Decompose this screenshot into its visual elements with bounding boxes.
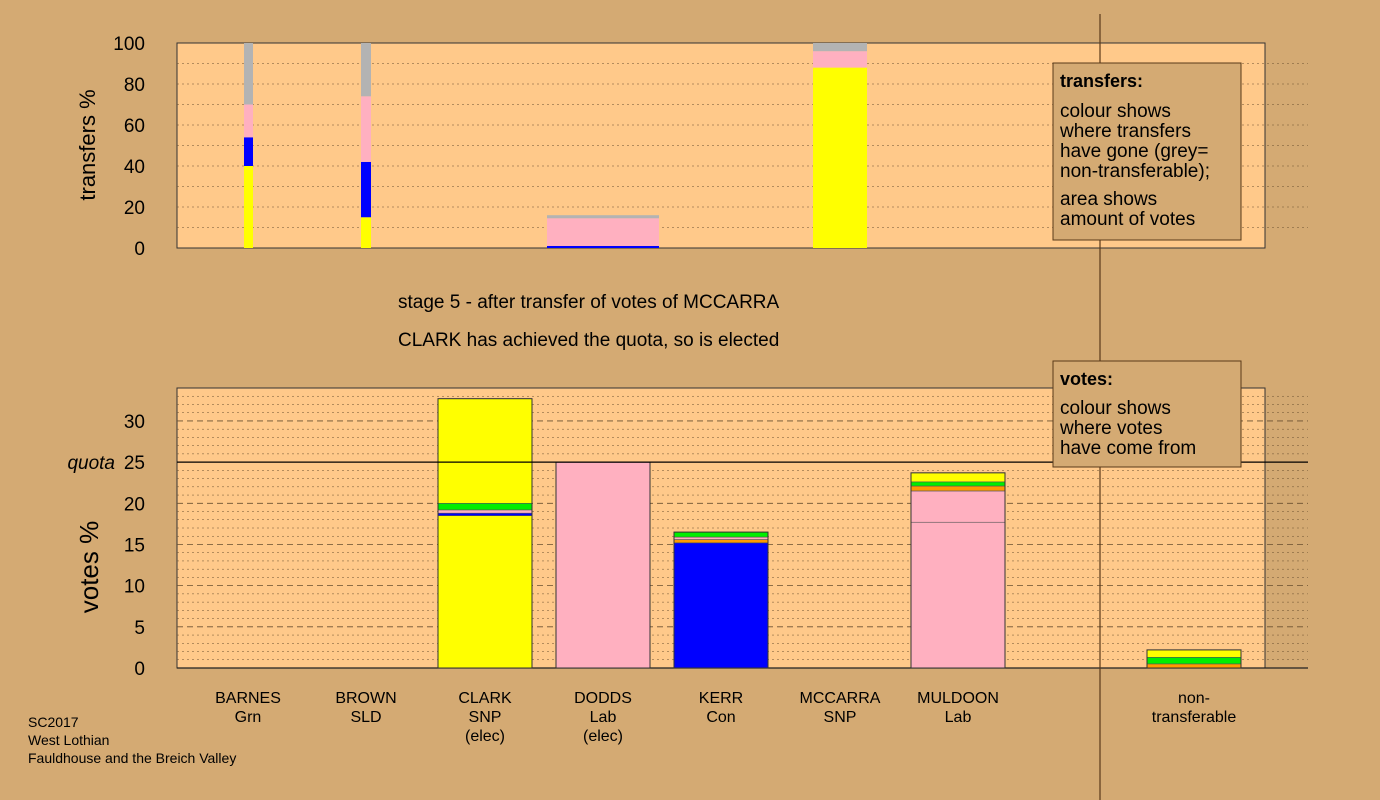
candidate-label-kerr: KERR — [699, 690, 743, 707]
transfers-legend-line: where transfers — [1059, 121, 1191, 142]
vote-bar-clark — [437, 398, 533, 669]
transfers-bars — [244, 43, 867, 248]
votes-bars — [177, 398, 1308, 669]
votes-y-tick-label: 5 — [134, 618, 145, 639]
votes-y-tick-label: 15 — [124, 535, 145, 556]
transfers-y-tick-label: 40 — [124, 157, 145, 178]
transfer-segment-mccarra-lab — [813, 51, 867, 68]
candidate-label-barnes: Grn — [235, 709, 262, 726]
transfers-y-tick-label: 80 — [124, 75, 145, 96]
transfer-segment-barnes-snp — [244, 166, 253, 248]
vote-segment-clark-snp — [437, 515, 533, 669]
votes-y-tick-label: 25 — [124, 453, 145, 474]
votes-y-tick-label: 10 — [124, 577, 145, 598]
votes-legend-line: have come from — [1060, 438, 1196, 459]
transfer-segment-dodds-lab — [547, 218, 659, 246]
candidate-label-brown: BROWN — [335, 690, 396, 707]
footer-council: West Lothian — [28, 732, 109, 748]
nontransferable-label: non- — [1178, 690, 1210, 707]
votes-legend: votes: colour shows where votes have com… — [1052, 360, 1242, 468]
candidate-labels: BARNES Grn BROWN SLD CLARK SNP (elec) DODDS Lab (… — [215, 690, 1236, 745]
transfers-legend-line: non-transferable); — [1060, 161, 1210, 182]
transfers-y-axis-label: transfers % — [75, 89, 100, 200]
transfers-gridlines — [177, 63, 1308, 228]
vote-bar-non-transferable — [1146, 649, 1242, 669]
vote-segment-dodds-lab — [555, 461, 651, 669]
transfer-segment-barnes-lab — [244, 104, 253, 138]
vote-segment-muldoon-lab — [910, 521, 1006, 669]
candidate-label-muldoon: Lab — [945, 709, 972, 726]
transfers-y-tick-label: 100 — [113, 34, 145, 55]
candidate-label-dodds: DODDS — [574, 690, 632, 707]
transfers-y-tick-label: 60 — [124, 116, 145, 137]
candidate-label-mccarra: MCCARRA — [800, 690, 881, 707]
candidate-label-muldoon: MULDOON — [917, 690, 999, 707]
votes-y-tick-label: 30 — [124, 412, 145, 433]
candidate-label-clark: (elec) — [465, 728, 505, 745]
votes-y-tick-label: 0 — [134, 659, 145, 680]
stage-line-2: CLARK has achieved the quota, so is elec… — [398, 330, 779, 351]
candidate-label-mccarra: SNP — [824, 709, 857, 726]
nontransferable-label: transferable — [1152, 709, 1237, 726]
votes-legend-box — [1052, 360, 1242, 468]
transfers-legend-line: colour shows — [1060, 101, 1171, 122]
votes-y-tick-label: 20 — [124, 494, 145, 515]
votes-y-axis-label: votes % — [74, 521, 104, 614]
transfer-segment-brown-lab — [361, 96, 371, 162]
transfer-segment-dodds-con — [547, 245, 659, 248]
footer-ward: Fauldhouse and the Breich Valley — [28, 750, 236, 766]
vote-segment-non-transferable-snp — [1146, 649, 1242, 658]
vote-segment-muldoon-lab — [910, 490, 1006, 523]
transfers-legend-title: transfers: — [1060, 71, 1143, 91]
votes-y-ticks: 0 5 10 15 20 25 30 quota — [67, 412, 145, 680]
vote-segment-clark-con — [437, 512, 533, 516]
candidate-label-dodds: (elec) — [583, 728, 623, 745]
transfers-legend-box — [1052, 62, 1242, 241]
transfers-y-tick-label: 0 — [134, 239, 145, 260]
vote-segment-kerr-con — [673, 542, 769, 669]
vote-bar-muldoon — [910, 472, 1006, 669]
vote-segment-muldoon-snp — [910, 472, 1006, 483]
transfer-segment-brown-con — [361, 161, 371, 218]
transfer-segment-barnes-con — [244, 137, 253, 166]
transfer-segment-dodds-nontransferable — [547, 215, 659, 219]
vote-segment-clark-grn — [437, 502, 533, 511]
candidate-label-kerr: Con — [706, 709, 735, 726]
footer-election: SC2017 — [28, 714, 79, 730]
stage-line-1: stage 5 - after transfer of votes of MCC… — [398, 292, 780, 313]
vote-segment-kerr-sld — [673, 539, 769, 544]
candidate-label-brown: SLD — [350, 709, 381, 726]
votes-legend-title: votes: — [1060, 369, 1113, 389]
vote-segment-non-transferable-sld — [1146, 663, 1242, 669]
transfer-segment-brown-nontransferable — [361, 43, 371, 97]
transfers-y-tick-label: 20 — [124, 198, 145, 219]
transfer-segment-mccarra-nontransferable — [813, 43, 867, 52]
vote-segment-non-transferable-grn — [1146, 656, 1242, 665]
vote-segment-clark-snp — [437, 398, 533, 504]
transfer-segment-brown-snp — [361, 217, 371, 248]
candidate-label-dodds: Lab — [590, 709, 617, 726]
candidate-label-barnes: BARNES — [215, 690, 281, 707]
vote-segment-muldoon-sld — [910, 485, 1006, 492]
transfers-y-ticks: 0 20 40 60 80 100 — [113, 34, 145, 260]
vote-segment-clark-lab — [437, 509, 533, 514]
transfers-legend: transfers: colour shows where transfers … — [1052, 62, 1242, 241]
quota-label: quota — [67, 453, 115, 474]
candidate-label-clark: SNP — [469, 709, 502, 726]
transfer-segment-mccarra-snp — [813, 67, 867, 248]
vote-segment-muldoon-grn — [910, 481, 1006, 487]
transfer-segment-barnes-nontransferable — [244, 43, 253, 105]
transfers-legend-line: amount of votes — [1060, 209, 1195, 230]
transfers-legend-line: area shows — [1060, 189, 1157, 210]
transfers-legend-line: have gone (grey= — [1060, 141, 1208, 162]
candidate-label-clark: CLARK — [458, 690, 512, 707]
vote-bar-kerr — [673, 531, 769, 669]
vote-segment-kerr-grn — [673, 531, 769, 538]
votes-legend-line: colour shows — [1060, 398, 1171, 419]
votes-legend-line: where votes — [1059, 418, 1162, 439]
vote-segment-kerr-lab — [673, 536, 769, 540]
